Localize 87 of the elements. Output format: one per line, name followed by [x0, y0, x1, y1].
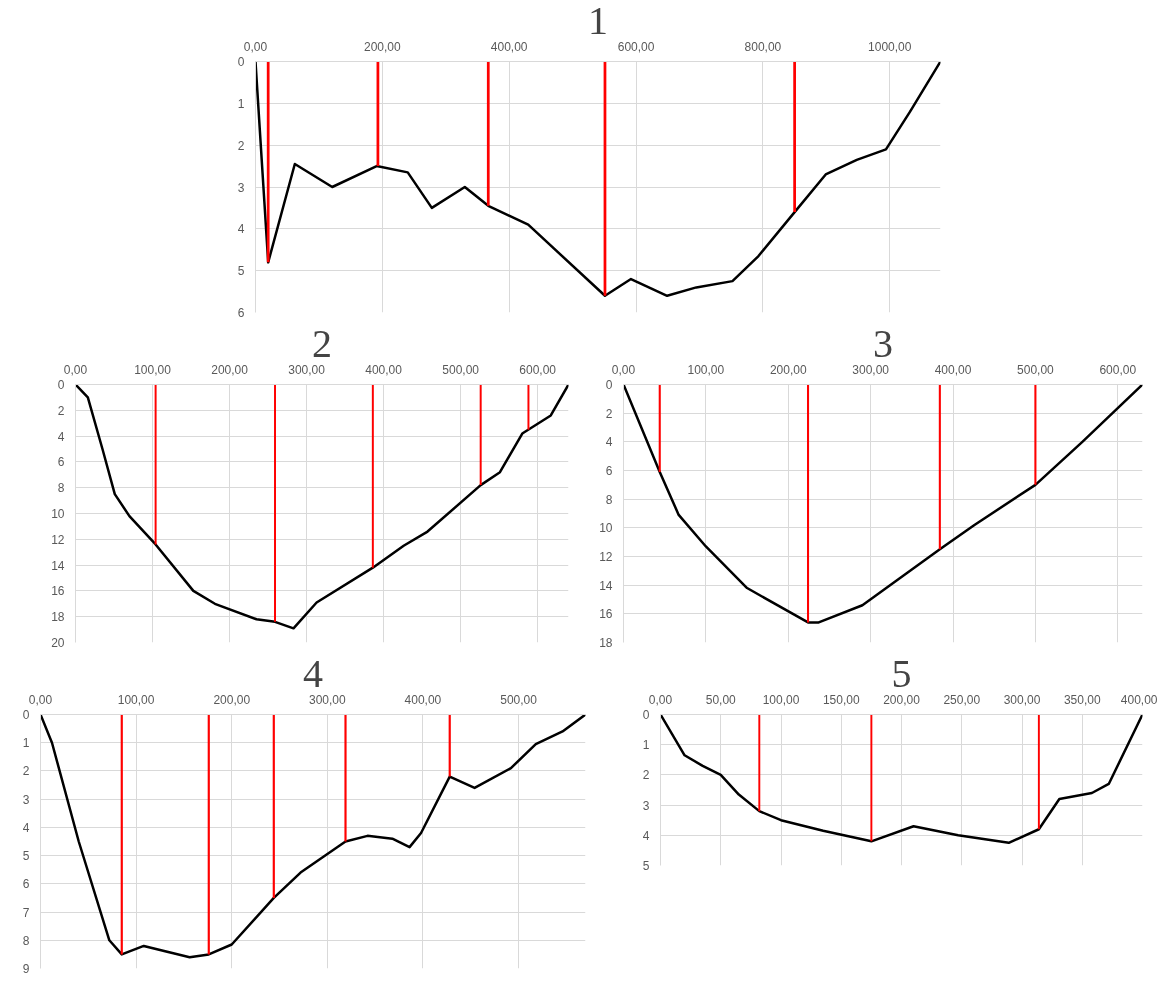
y-tick-label: 0	[237, 55, 245, 69]
bar	[207, 714, 210, 955]
y-tick-label: 10	[599, 521, 613, 536]
y-tick-label: 2	[237, 138, 245, 153]
y-tick-label: 14	[599, 578, 613, 593]
x-tick-label: 200,00	[211, 362, 249, 377]
y-tick-label: 0	[642, 708, 650, 722]
x-tick-label: 150,00	[822, 692, 860, 707]
y-tick-label: 8	[22, 933, 30, 948]
y-tick-label: 2	[22, 764, 30, 779]
x-tick-label: 400,00	[934, 362, 972, 377]
x-tick-label: 200,00	[364, 39, 402, 54]
y-tick-label: 4	[237, 222, 245, 237]
y-tick-label: 3	[22, 792, 30, 807]
bar	[448, 714, 451, 777]
y-tick-label: 12	[599, 550, 613, 564]
y-tick-label: 4	[22, 820, 30, 835]
y-tick-label: 2	[642, 768, 650, 783]
x-tick-label: 500,00	[442, 362, 480, 377]
y-tick-label: 2	[605, 406, 613, 421]
x-tick-label: 0,00	[648, 692, 673, 707]
y-tick-label: 18	[599, 636, 613, 650]
y-tick-label: 18	[51, 610, 65, 625]
bar	[266, 61, 270, 263]
y-tick-label: 1	[237, 96, 245, 111]
x-tick-label: 0,00	[63, 362, 88, 377]
y-tick-label: 6	[57, 455, 65, 470]
x-tick-label: 1000,00	[868, 39, 912, 54]
x-tick-label: 100,00	[762, 692, 800, 707]
y-tick-label: 8	[605, 492, 613, 507]
y-tick-label: 2	[57, 403, 65, 418]
x-tick-label: 50,00	[705, 692, 737, 707]
y-tick-label: 9	[22, 962, 30, 976]
y-tick-label: 3	[642, 798, 650, 813]
bar	[807, 384, 810, 623]
bar	[120, 714, 123, 955]
y-tick-label: 8	[57, 481, 65, 496]
y-tick-label: 1	[642, 738, 650, 753]
y-tick-label: 4	[57, 429, 65, 444]
bar	[658, 384, 661, 472]
bar	[272, 714, 275, 898]
x-tick-label: 0,00	[28, 692, 53, 707]
y-tick-label: 0	[57, 378, 65, 392]
y-tick-label: 14	[51, 558, 65, 573]
y-tick-label: 0	[22, 708, 30, 722]
y-tick-label: 7	[22, 905, 30, 920]
bar	[344, 714, 347, 842]
y-tick-label: 4	[605, 435, 613, 450]
y-tick-label: 5	[237, 264, 245, 279]
x-tick-label: 800,00	[744, 39, 782, 54]
x-tick-label: 200,00	[769, 362, 807, 377]
x-tick-label: 400,00	[1120, 692, 1157, 707]
y-tick-label: 4	[642, 828, 650, 843]
y-tick-label: 6	[605, 464, 613, 478]
x-tick-label: 600,00	[519, 362, 557, 377]
x-tick-label: 100,00	[117, 692, 155, 707]
x-tick-label: 600,00	[1099, 362, 1137, 377]
x-tick-label: 500,00	[1017, 362, 1055, 377]
x-tick-label: 100,00	[687, 362, 725, 377]
x-tick-label: 600,00	[617, 39, 655, 54]
x-tick-label: 350,00	[1063, 692, 1101, 707]
x-tick-label: 500,00	[500, 692, 538, 707]
y-tick-label: 5	[22, 849, 30, 864]
x-tick-label: 400,00	[490, 39, 528, 54]
y-tick-label: 6	[237, 306, 245, 320]
y-tick-label: 5	[642, 859, 650, 873]
x-tick-label: 400,00	[365, 362, 403, 377]
y-tick-label: 10	[51, 507, 65, 521]
y-tick-label: 0	[605, 378, 613, 392]
x-tick-label: 100,00	[134, 362, 172, 377]
y-tick-label: 20	[51, 636, 65, 650]
bar	[1034, 384, 1037, 485]
y-tick-label: 16	[51, 584, 65, 599]
x-tick-label: 300,00	[1003, 692, 1041, 707]
bar	[486, 61, 490, 206]
y-tick-label: 12	[51, 532, 65, 547]
bar	[938, 384, 941, 550]
x-tick-label: 250,00	[943, 692, 981, 707]
x-tick-label: 0,00	[611, 362, 636, 377]
y-tick-label: 6	[22, 877, 30, 892]
x-tick-label: 0,00	[243, 39, 268, 54]
x-tick-label: 400,00	[404, 692, 442, 707]
y-tick-label: 1	[22, 736, 30, 751]
y-tick-label: 3	[237, 180, 245, 195]
y-tick-label: 16	[599, 607, 613, 622]
x-tick-label: 200,00	[213, 692, 251, 707]
bar	[793, 61, 796, 213]
